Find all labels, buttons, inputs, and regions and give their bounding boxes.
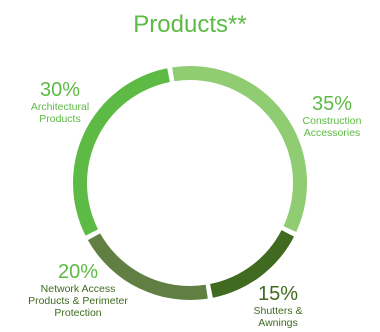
slice-value-label: 15%: [258, 283, 298, 305]
donut-slice-1: [172, 66, 307, 232]
slice-category-label: Architectural: [31, 101, 89, 113]
slice-value-label: 35%: [312, 93, 352, 115]
slice-category-label: Shutters &: [253, 305, 302, 317]
slice-category-label: Products & Perimeter: [28, 295, 128, 307]
slice-category-label: Network Access: [41, 283, 116, 295]
donut-slices: [72, 66, 307, 300]
chart-title: Products**: [133, 11, 246, 38]
slice-category-label: Awnings: [258, 317, 298, 329]
donut-slice-2: [210, 230, 295, 298]
slice-category-label: Protection: [54, 307, 101, 319]
slice-category-label: Construction: [303, 115, 362, 127]
donut-slice-3: [87, 233, 208, 300]
donut-slice-4: [72, 68, 170, 236]
slice-value-label: 20%: [58, 261, 98, 283]
slice-value-label: 30%: [40, 79, 80, 101]
slice-category-label: Accessories: [304, 127, 361, 139]
slice-category-label: Products: [39, 113, 80, 125]
